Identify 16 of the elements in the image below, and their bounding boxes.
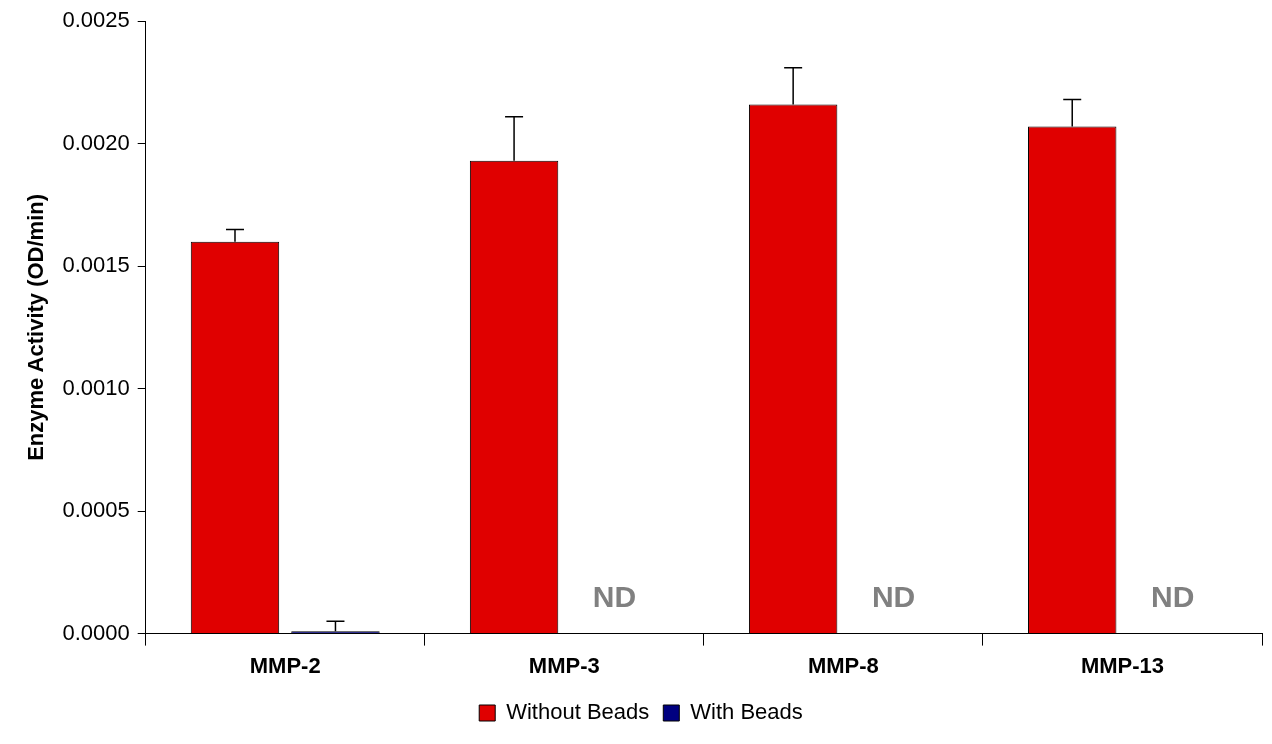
y-tick-label: 0.0015 (62, 252, 130, 278)
x-tick-label: MMP-3 (528, 652, 600, 678)
x-tick-label: MMP-2 (249, 652, 321, 678)
annotation: ND (592, 579, 637, 613)
y-tick-label: 0.0010 (62, 374, 130, 400)
legend-label: Without Beads (506, 699, 650, 725)
y-tick-label: 0.0020 (62, 129, 130, 155)
y-tick-label: 0.0025 (62, 7, 130, 33)
y-tick-label: 0.0005 (62, 497, 130, 523)
x-tick-label: MMP-13 (1080, 652, 1165, 678)
y-tick-label: 0.0000 (62, 619, 130, 645)
annotation: ND (871, 579, 916, 613)
x-tick-label: MMP-8 (807, 652, 879, 678)
annotation: ND (1151, 579, 1195, 613)
legend-label: With Beads (690, 699, 803, 725)
y-axis-title: Enzyme Activity (OD/min) (23, 193, 49, 461)
